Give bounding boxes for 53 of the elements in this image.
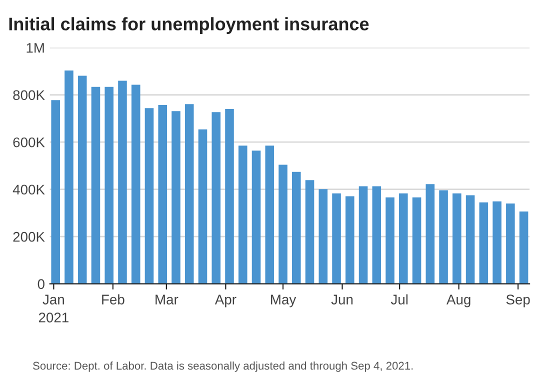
bar bbox=[238, 146, 248, 284]
bar bbox=[158, 105, 168, 284]
bar bbox=[225, 109, 234, 284]
bar bbox=[318, 189, 328, 284]
bar bbox=[399, 193, 408, 284]
bar bbox=[332, 193, 341, 284]
bar bbox=[144, 108, 154, 284]
bar bbox=[118, 80, 127, 284]
bar bbox=[439, 190, 448, 284]
bar bbox=[426, 184, 435, 284]
bar bbox=[51, 100, 60, 284]
bar bbox=[519, 212, 528, 284]
bar bbox=[198, 129, 208, 284]
bar bbox=[479, 202, 488, 284]
bar bbox=[212, 112, 221, 284]
bar bbox=[252, 150, 261, 284]
y-tick-label: 600K bbox=[13, 137, 45, 148]
x-tick-label: Jul bbox=[390, 294, 408, 304]
x-tick-label: Sep bbox=[506, 294, 530, 308]
y-tick-label: 400K bbox=[12, 184, 45, 195]
y-tick-label: 0 bbox=[38, 279, 44, 290]
x-tick-label: Mar bbox=[156, 294, 178, 304]
x-tick-label: May bbox=[271, 294, 296, 308]
bar bbox=[452, 193, 462, 284]
bar bbox=[358, 186, 368, 284]
bar bbox=[466, 195, 475, 284]
bar bbox=[172, 111, 180, 284]
y-tick-label: 800K bbox=[13, 90, 45, 100]
bar bbox=[506, 204, 515, 284]
bar bbox=[412, 197, 422, 284]
bar bbox=[104, 86, 114, 284]
bar bbox=[78, 76, 87, 284]
y-tick-label: 200K bbox=[13, 232, 45, 242]
bar bbox=[346, 196, 354, 284]
x-tick-label: Apr bbox=[214, 294, 236, 308]
bar bbox=[292, 172, 301, 284]
bar bbox=[184, 104, 194, 284]
bar bbox=[305, 180, 314, 284]
bar bbox=[91, 86, 100, 284]
bar bbox=[492, 201, 502, 284]
bar bbox=[131, 84, 140, 284]
x-tick-label: Feb bbox=[102, 294, 124, 304]
x-tick-label: Jan 2021 bbox=[38, 294, 68, 322]
x-tick-label: Aug bbox=[446, 294, 470, 308]
bar bbox=[64, 70, 74, 284]
bar bbox=[372, 186, 382, 284]
source-note: Source: Dept. of Labor. Data is seasonally adjusted and through Sep 4, 2021. bbox=[33, 362, 413, 372]
bar bbox=[265, 146, 274, 284]
bar bbox=[386, 197, 394, 284]
chart-title: Initial claims for unemployment insurance bbox=[9, 17, 369, 34]
y-tick-label: 1M bbox=[26, 43, 44, 53]
x-tick-label: Jun bbox=[331, 294, 353, 304]
bar bbox=[278, 164, 288, 284]
